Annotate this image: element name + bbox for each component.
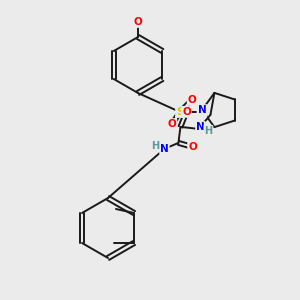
Text: N: N (196, 122, 205, 132)
Text: O: O (188, 95, 196, 105)
Text: N: N (198, 107, 206, 117)
Text: O: O (168, 119, 176, 129)
Text: N: N (160, 144, 169, 154)
Text: N: N (198, 105, 206, 115)
Text: H: H (152, 141, 160, 151)
Text: O: O (134, 17, 142, 27)
Text: H: H (204, 126, 212, 136)
Text: O: O (182, 107, 191, 117)
Text: O: O (188, 142, 197, 152)
Text: S: S (176, 107, 184, 117)
